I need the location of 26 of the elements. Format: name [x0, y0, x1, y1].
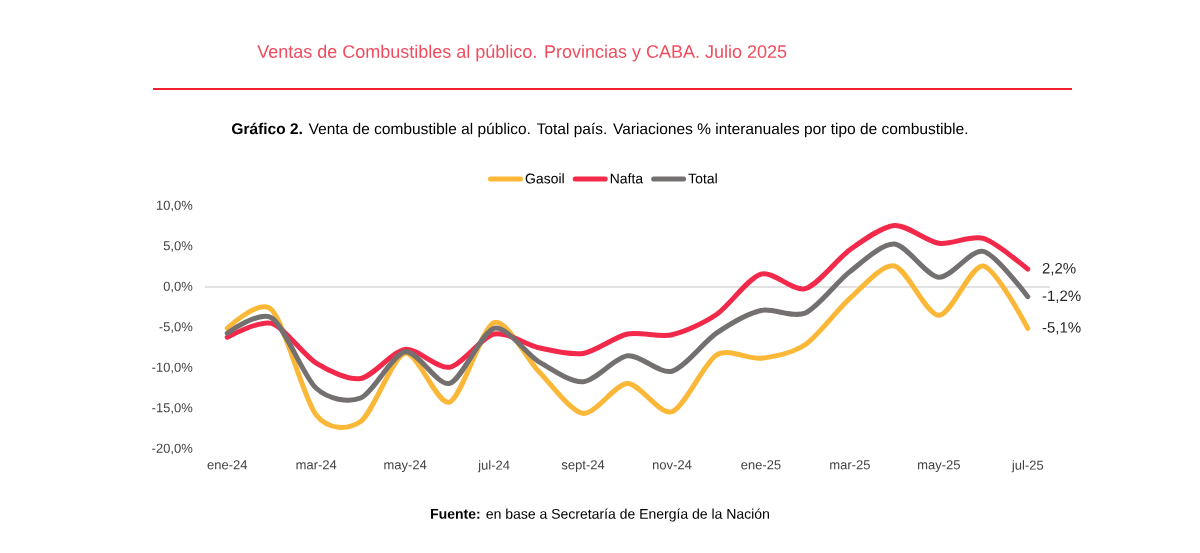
x-tick-label: may-24 [384, 460, 427, 472]
data-label: -5,1% [1042, 322, 1081, 335]
x-tick-label: mar-25 [830, 460, 870, 470]
chart-title: Ventas de Combustibles al público. Provincias y CABA. Julio 2025 [257, 44, 787, 62]
y-tick-label: 0,0% [163, 281, 193, 293]
text: Fuente: en base a Secretaría de Energía de la Nación [431, 508, 769, 522]
x-tick-label: nov-24 [652, 460, 692, 470]
y-tick-label: 10,0% [156, 200, 193, 212]
x-tick-label: ene-24 [207, 460, 248, 470]
chart-subtitle: Gráfico 2. Venta de combustible al público. Total país. Variaciones % interanuales por tipo de combustible. [232, 122, 968, 138]
legend-label: Nafta [610, 173, 644, 184]
x-tick-label: jul-25 [1011, 460, 1044, 473]
legend-label: Total [688, 173, 717, 184]
x-tick-label: may-25 [918, 460, 960, 472]
data-label: -1,2% [1042, 290, 1081, 303]
y-tick-label: -15,0% [152, 403, 193, 414]
data-label: 2,2% [1042, 262, 1076, 276]
x-tick-label: ene-25 [741, 460, 781, 470]
x-tick-label: sept-24 [561, 460, 605, 472]
x-tick-label: mar-24 [296, 460, 337, 470]
x-tick-label: jul-24 [477, 460, 510, 473]
y-tick-label: -20,0% [152, 443, 193, 455]
y-tick-label: -5,0% [159, 322, 193, 333]
y-tick-label: -10,0% [152, 362, 193, 374]
y-tick-label: 5,0% [163, 241, 193, 252]
legend-label: Gasoil [525, 173, 564, 184]
